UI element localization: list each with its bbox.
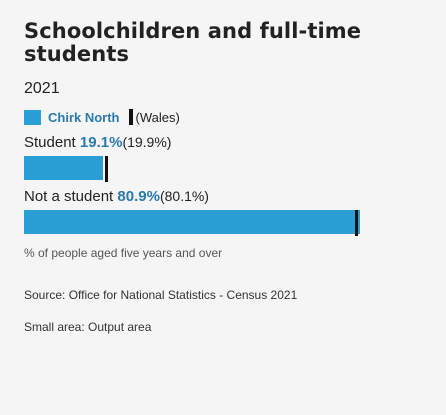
bar-row: Student 19.1%(19.9%) [24, 134, 444, 182]
legend-area-label: Chirk North [48, 109, 120, 125]
legend-comparison-marker [128, 109, 133, 125]
area-value-label: 19.1% [79, 134, 123, 151]
comparison-marker [105, 156, 109, 182]
chart-title: Schoolchildren and full-time students [24, 19, 362, 66]
small-area-text: Small area: Output area [24, 320, 152, 334]
legend: Chirk North (Wales) [24, 108, 444, 126]
source-text: Source: Office for National Statistics -… [24, 288, 298, 302]
bar-track [24, 156, 439, 182]
area-value-label: 80.9% [117, 188, 160, 205]
legend-area-swatch [24, 109, 41, 125]
bar-list: Student 19.1%(19.9%) Not a student 80.9%(… [24, 134, 444, 236]
bar-label: Not a student 80.9%(80.1%) [24, 188, 444, 205]
bar-row: Not a student 80.9%(80.1%) [24, 188, 444, 236]
chart-card: Schoolchildren and full-time students 20… [24, 20, 444, 334]
legend-comparison-label: (Wales) [135, 109, 180, 125]
category-label: Student [24, 134, 76, 151]
bar-track [24, 210, 439, 236]
comparison-value-label: (19.9%) [122, 134, 172, 150]
area-bar [24, 156, 104, 180]
area-bar [24, 210, 360, 234]
bar-label: Student 19.1%(19.9%) [24, 134, 444, 151]
chart-note: % of people aged five years and over [24, 246, 223, 260]
comparison-value-label: (80.1%) [159, 188, 209, 204]
chart-year: 2021 [24, 80, 60, 97]
category-label: Not a student [24, 188, 114, 205]
comparison-marker [354, 210, 358, 236]
